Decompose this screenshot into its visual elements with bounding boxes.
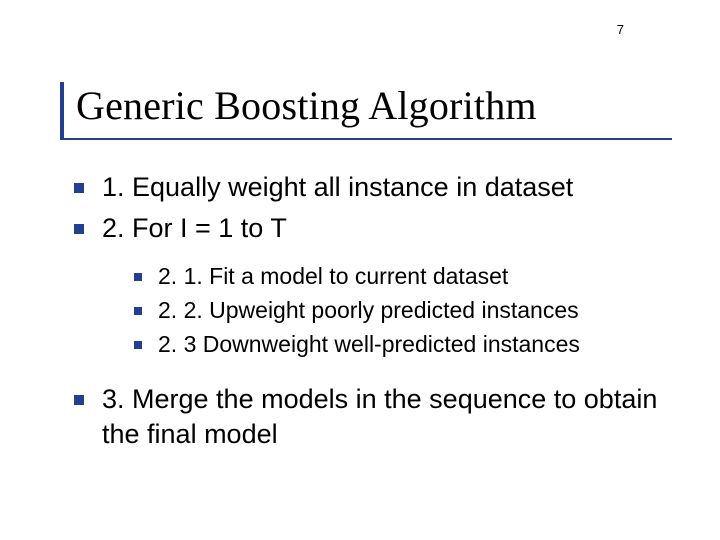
square-bullet-icon bbox=[134, 307, 142, 315]
sublist: 2. 1. Fit a model to current dataset 2. … bbox=[134, 262, 690, 360]
list-item: 2. 2. Upweight poorly predicted instance… bbox=[134, 296, 690, 326]
list-item-label: 2. For I = 1 to T bbox=[102, 211, 287, 246]
list-item: 2. 1. Fit a model to current dataset bbox=[134, 262, 690, 292]
list-item-label: 1. Equally weight all instance in datase… bbox=[102, 170, 573, 205]
list-item: 2. 3 Downweight well-predicted instances bbox=[134, 330, 690, 360]
title-region: Generic Boosting Algorithm bbox=[60, 82, 680, 129]
slide: 7 Generic Boosting Algorithm 1. Equally … bbox=[0, 0, 720, 540]
square-bullet-icon bbox=[134, 273, 142, 281]
list-item-label: 2. 1. Fit a model to current dataset bbox=[158, 262, 508, 292]
list-item: 3. Merge the models in the sequence to o… bbox=[74, 382, 690, 452]
square-bullet-icon bbox=[74, 224, 84, 234]
slide-content: 1. Equally weight all instance in datase… bbox=[74, 170, 690, 458]
list-item: 2. For I = 1 to T bbox=[74, 211, 690, 246]
list-item-label: 3. Merge the models in the sequence to o… bbox=[102, 382, 662, 452]
slide-title: Generic Boosting Algorithm bbox=[60, 82, 680, 129]
square-bullet-icon bbox=[134, 341, 142, 349]
title-underline bbox=[60, 138, 672, 140]
accent-bar bbox=[60, 82, 64, 138]
list-item-label: 2. 2. Upweight poorly predicted instance… bbox=[158, 296, 579, 326]
list-item: 1. Equally weight all instance in datase… bbox=[74, 170, 690, 205]
square-bullet-icon bbox=[74, 395, 84, 405]
page-number: 7 bbox=[617, 22, 624, 37]
list-item-label: 2. 3 Downweight well-predicted instances bbox=[158, 330, 580, 360]
square-bullet-icon bbox=[74, 183, 84, 193]
